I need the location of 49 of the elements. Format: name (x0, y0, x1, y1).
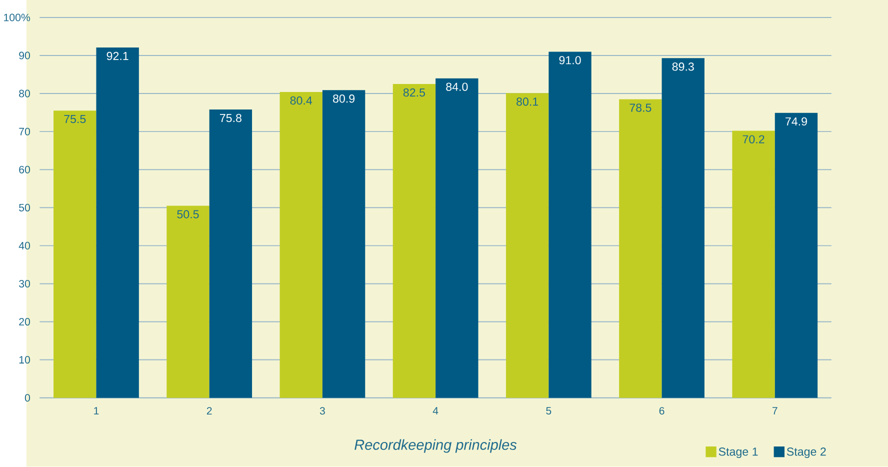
data-label: 84.0 (446, 82, 468, 92)
x-tick-label: 7 (772, 407, 778, 415)
data-label: 80.1 (516, 98, 538, 106)
y-tick-label: 90 (19, 52, 30, 60)
y-tick-label: 0 (24, 394, 30, 402)
bar (732, 130, 775, 398)
data-label: 92.1 (106, 52, 128, 60)
x-tick-label: 2 (206, 407, 212, 415)
data-label: 78.5 (630, 104, 652, 112)
x-tick-label: 6 (659, 407, 664, 415)
legend-label: Stage 2 (786, 448, 826, 458)
legend-label: Stage 1 (718, 448, 758, 458)
y-tick-label: 60 (19, 166, 30, 174)
bar (392, 84, 436, 398)
y-tick-label: 80 (19, 90, 30, 98)
data-label: 91.0 (559, 56, 581, 64)
y-tick-label: 10 (19, 356, 30, 364)
x-tick-label: 5 (546, 407, 552, 415)
bar (774, 113, 818, 398)
data-label: 82.5 (403, 88, 425, 97)
data-label: 80.4 (290, 96, 312, 105)
bar (619, 99, 662, 398)
data-label: 75.5 (64, 115, 86, 124)
bar (322, 90, 366, 398)
data-label: 89.3 (672, 62, 694, 71)
bar (506, 93, 549, 398)
y-tick-label: 40 (18, 242, 30, 250)
data-label: 74.9 (786, 117, 807, 126)
bar (209, 110, 252, 398)
bar (548, 52, 592, 398)
x-tick-label: 1 (94, 407, 99, 415)
y-tick-label: 20 (19, 318, 30, 326)
bar (54, 110, 96, 398)
bar (166, 206, 210, 398)
bar (436, 78, 478, 398)
bar (280, 92, 322, 398)
y-tick-label: 50 (19, 204, 30, 212)
data-label: 80.9 (333, 94, 355, 103)
bar (96, 48, 139, 398)
x-axis-title: Recordkeeping principles (354, 439, 517, 453)
data-label: 70.2 (742, 135, 764, 144)
y-tick-label: 30 (19, 280, 30, 288)
x-tick-label: 3 (320, 407, 325, 415)
data-label: 50.5 (177, 210, 199, 218)
y-tick-label: 70 (19, 128, 30, 136)
y-tick-label: 100% (4, 14, 30, 22)
bar (662, 58, 704, 398)
data-label: 75.8 (220, 114, 242, 122)
x-tick-label: 4 (432, 407, 438, 415)
